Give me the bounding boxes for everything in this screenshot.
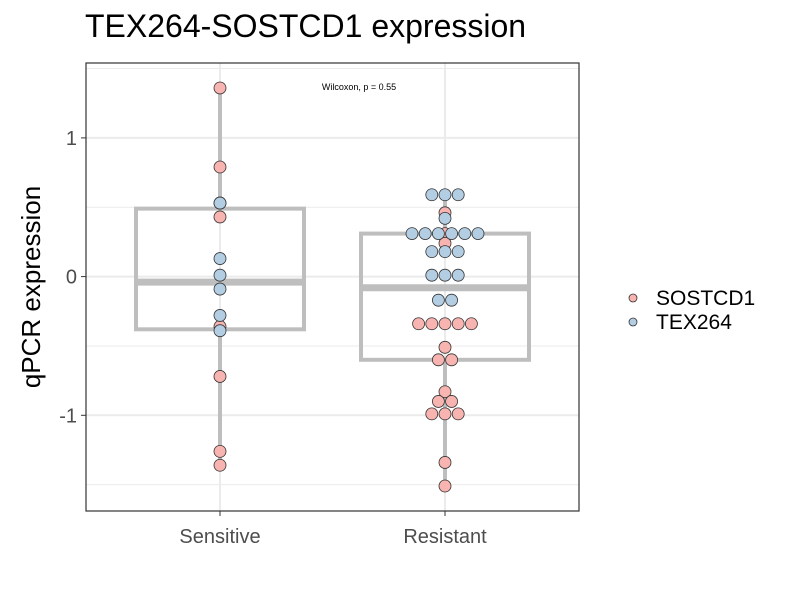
data-point-sostcd1 [425,407,439,421]
data-point-sostcd1 [431,395,445,408]
data-point-sostcd1 [213,444,227,458]
data-point-tex264 [418,227,432,241]
legend-label-sostcd1: SOSTCD1 [656,287,755,310]
data-point-tex264 [438,188,452,202]
data-point-sostcd1 [213,210,227,224]
data-point-tex264 [451,245,465,259]
data-point-tex264 [438,211,452,225]
data-point-sostcd1 [213,370,227,383]
data-point-tex264 [458,227,472,241]
y-tick-label: 0 [66,267,77,289]
data-point-tex264 [445,227,459,241]
data-point-tex264 [431,293,445,307]
data-point-sostcd1 [412,317,426,331]
y-tick-label: -1 [59,405,77,427]
data-point-tex264 [451,188,465,202]
data-point-sostcd1 [438,407,452,421]
data-point-tex264 [213,268,227,282]
boxplots [134,87,531,487]
data-point-sostcd1 [438,317,452,331]
chart-title: TEX264-SOSTCD1 expression [85,8,527,44]
data-point-tex264 [471,227,485,241]
data-point-sostcd1 [438,385,452,399]
data-point-tex264 [213,324,227,338]
data-point-tex264 [431,227,445,241]
data-point-tex264 [425,268,439,282]
data-point-sostcd1 [213,458,227,472]
data-point-sostcd1 [464,317,478,331]
legend-key-sostcd1 [628,293,638,303]
data-point-tex264 [213,309,227,322]
data-point-sostcd1 [451,407,465,421]
data-point-tex264 [405,227,419,241]
y-axis-title: qPCR expression [16,186,46,388]
data-point-sostcd1 [431,353,445,367]
data-point-sostcd1 [213,81,227,95]
data-point-sostcd1 [451,317,465,331]
dot-points [213,81,485,493]
data-point-sostcd1 [438,340,452,354]
data-point-tex264 [451,268,465,282]
data-point-tex264 [213,196,227,210]
x-tick-label: Resistant [403,526,487,548]
data-point-sostcd1 [425,317,439,331]
data-point-tex264 [425,188,439,202]
data-point-tex264 [213,282,227,296]
data-point-tex264 [445,293,459,307]
data-point-tex264 [438,268,452,282]
legend-label-tex264: TEX264 [656,311,732,334]
axes: -1 0 1 Sensitive Resistant [59,128,487,548]
x-tick-label: Sensitive [179,526,260,548]
data-point-sostcd1 [445,353,459,367]
data-point-tex264 [425,245,439,259]
data-point-sostcd1 [445,395,459,408]
data-point-sostcd1 [213,160,227,174]
legend-key-tex264 [628,317,638,327]
panel-border [85,62,580,512]
data-point-tex264 [213,252,227,265]
y-tick-label: 1 [66,128,77,150]
data-point-sostcd1 [438,456,452,469]
data-point-tex264 [438,245,452,259]
data-point-sostcd1 [438,479,452,493]
stat-annotation: Wilcoxon, p = 0.55 [322,82,396,92]
